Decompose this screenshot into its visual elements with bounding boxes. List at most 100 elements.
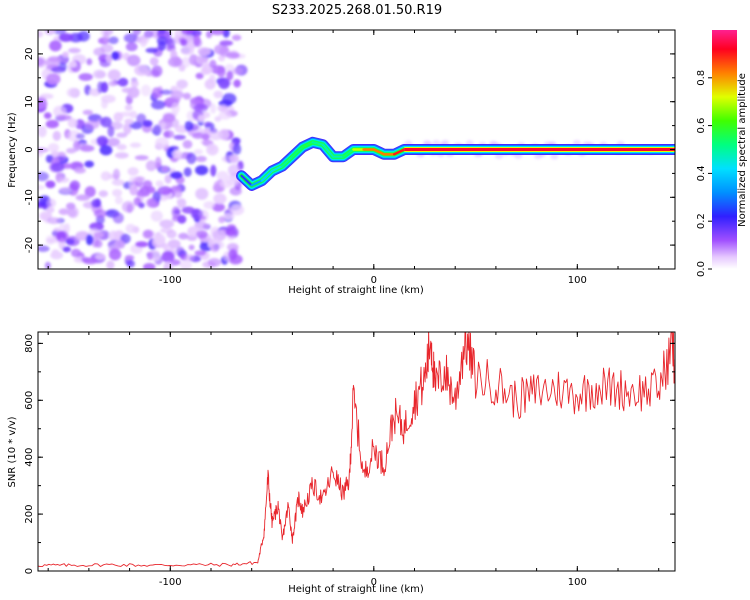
spectrogram-xtick-label: 0 — [371, 275, 377, 286]
noise-blob — [218, 77, 231, 90]
noise-blob — [226, 70, 234, 81]
noise-blob — [58, 177, 70, 183]
noise-blob — [46, 198, 57, 208]
noise-blob — [231, 137, 241, 144]
snr-xtick-label: -100 — [159, 577, 182, 588]
spectrogram-xlabel: Height of straight line (km) — [288, 285, 424, 296]
noise-blob — [69, 60, 77, 68]
noise-blob — [84, 160, 94, 168]
snr-ytick-label: 800 — [24, 334, 35, 353]
noise-blob — [133, 176, 146, 183]
noise-blob — [66, 147, 77, 154]
spectrogram-ytick-label: 10 — [24, 95, 35, 108]
noise-blob — [50, 162, 65, 172]
noise-blob — [184, 254, 195, 262]
noise-blob — [51, 66, 67, 73]
ridge-core-segment — [260, 169, 274, 182]
noise-blob — [47, 217, 61, 225]
noise-blob — [201, 133, 210, 141]
noise-blob — [176, 79, 188, 89]
noise-blob — [113, 112, 124, 123]
snr-frame — [37, 331, 676, 572]
noise-blob — [67, 208, 77, 218]
noise-blob — [186, 152, 197, 165]
noise-blob — [124, 255, 135, 261]
ridge-core-segment — [321, 143, 335, 158]
ridge-core-segment — [372, 148, 386, 156]
noise-blob — [167, 239, 181, 249]
noise-blob — [106, 137, 120, 147]
noise-blob — [177, 198, 187, 209]
noise-blob — [181, 30, 194, 35]
spectrogram-xtick-label: 100 — [568, 275, 587, 286]
noise-blob — [58, 33, 74, 42]
noise-blob — [216, 170, 229, 181]
noise-blob — [43, 112, 52, 119]
noise-blob — [166, 229, 177, 239]
noise-blob — [168, 56, 183, 68]
noise-blob — [82, 109, 94, 116]
noise-blob — [219, 40, 233, 46]
noise-blob — [197, 47, 211, 56]
noise-blob — [126, 54, 141, 67]
noise-blob — [44, 261, 51, 269]
noise-blob — [94, 209, 107, 218]
noise-blob — [233, 79, 241, 88]
noise-blob — [193, 34, 201, 47]
noise-blob — [159, 89, 174, 95]
noise-blob — [162, 113, 176, 123]
noise-blob — [78, 73, 93, 81]
noise-blob — [130, 79, 139, 88]
noise-blob — [67, 118, 78, 128]
noise-blob — [73, 140, 81, 152]
noise-blob — [180, 38, 188, 47]
noise-blob — [85, 234, 94, 246]
colorbar-tick-label: 0.6 — [696, 118, 707, 134]
noise-blob — [226, 52, 240, 59]
noise-blob — [210, 103, 217, 114]
noise-blob — [129, 121, 143, 130]
noise-blob — [171, 206, 181, 218]
spectrogram-ytick-label: 20 — [24, 48, 35, 61]
noise-blob — [178, 64, 186, 72]
noise-blob — [75, 194, 91, 201]
noise-blob — [222, 213, 235, 220]
noise-blob — [98, 190, 109, 198]
noise-blob — [228, 249, 238, 261]
noise-blob — [151, 100, 166, 110]
noise-blob — [163, 130, 175, 139]
noise-blob — [55, 230, 69, 243]
noise-blob — [136, 113, 147, 124]
ridge-core-segment — [240, 174, 253, 187]
noise-blob — [84, 120, 100, 130]
snr-xtick-label: 100 — [568, 577, 587, 588]
noise-blob — [124, 104, 133, 111]
noise-blob — [203, 201, 216, 210]
noise-blob — [38, 171, 49, 182]
noise-blob — [108, 80, 117, 87]
noise-blob — [74, 167, 86, 174]
noise-blob — [224, 63, 235, 72]
noise-blob — [91, 235, 99, 248]
noise-blob — [116, 144, 127, 151]
noise-blob — [194, 250, 207, 256]
noise-blob — [218, 216, 226, 224]
noise-blob — [213, 90, 223, 99]
noise-blob — [218, 110, 232, 120]
colorbar-gradient — [712, 30, 737, 269]
noise-blob — [207, 258, 221, 267]
noise-blob — [213, 193, 227, 205]
noise-blob — [62, 246, 71, 253]
noise-blob — [189, 54, 199, 66]
noise-blob — [151, 87, 162, 99]
noise-blob — [173, 190, 183, 198]
noise-blob — [195, 165, 209, 176]
noise-blob — [95, 253, 106, 260]
noise-blob — [209, 74, 216, 83]
noise-blob — [226, 243, 239, 252]
noise-blob — [194, 215, 207, 221]
noise-blob — [65, 238, 75, 245]
noise-blob — [231, 34, 242, 41]
noise-blob — [62, 51, 69, 58]
